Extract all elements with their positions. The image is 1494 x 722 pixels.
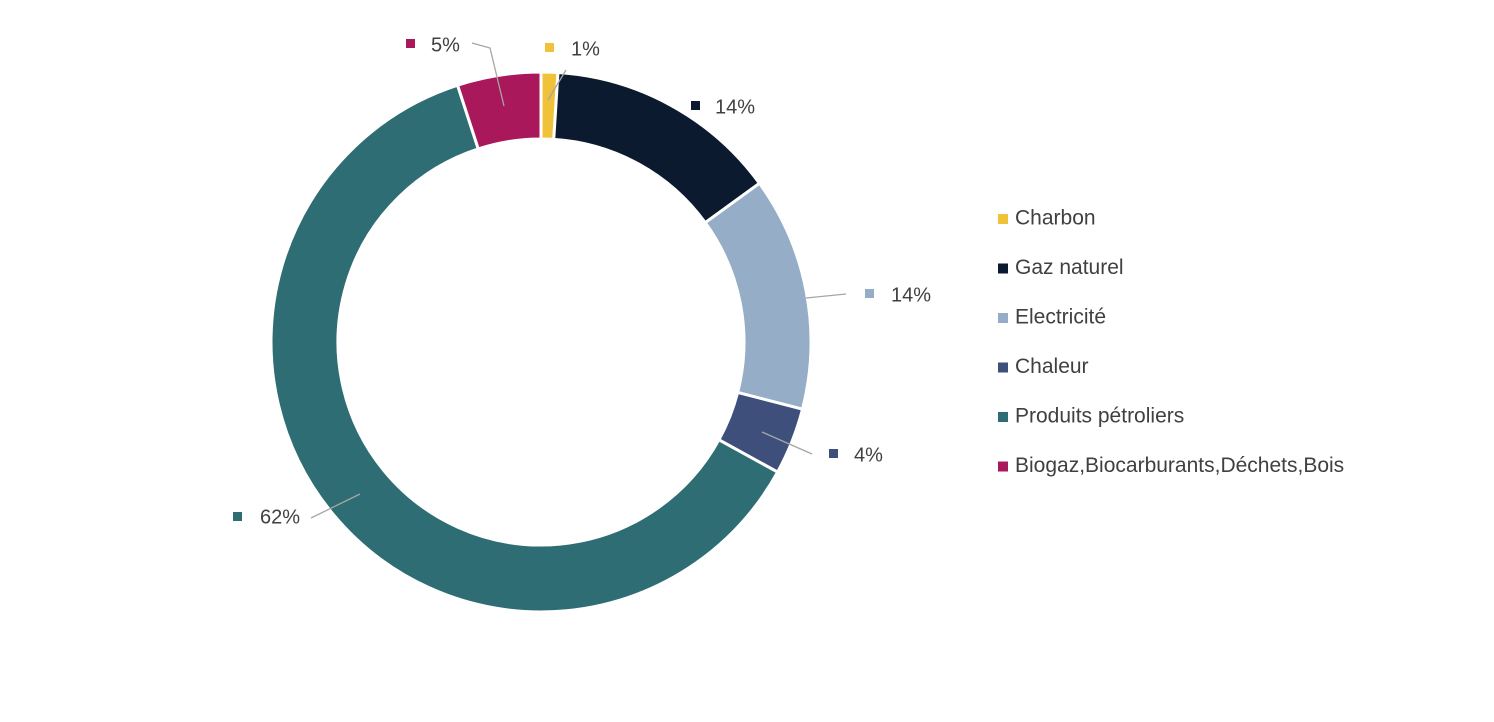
legend-item-biogaz-biocarburants-dechets-bois: Biogaz,Biocarburants,Déchets,Bois [998, 454, 1344, 477]
data-labels: 1% 14% 14% 4% 62% 5% [233, 34, 931, 528]
donut-slices [269, 70, 813, 614]
legend-swatch [998, 313, 1008, 323]
legend-swatch [998, 263, 1008, 274]
data-label-biogaz-biocarburants-dechets-bois: 5% [431, 34, 460, 56]
leader-line-electricite [805, 293, 847, 299]
legend-swatch [998, 214, 1008, 224]
slice-electricite [703, 181, 813, 411]
legend-label: Electricité [1015, 306, 1106, 329]
legend-swatch [998, 412, 1008, 422]
data-label-chaleur: 4% [854, 444, 883, 466]
slice-produits-petroliers [269, 83, 780, 614]
leader-lines [310, 42, 847, 519]
slice-gaz-naturel [552, 70, 762, 225]
legend-item-gaz-naturel: Gaz naturel [998, 256, 1124, 279]
legend-label: Produits pétroliers [1015, 405, 1184, 428]
legend-label: Chaleur [1015, 355, 1089, 378]
legend-item-charbon: Charbon [998, 207, 1096, 230]
leader-line-produits-petroliers [310, 493, 361, 519]
data-label-gaz-naturel: 14% [715, 96, 755, 118]
legend-item-produits-petroliers: Produits pétroliers [998, 405, 1184, 428]
legend-swatch [998, 461, 1008, 472]
data-label-marker [545, 43, 554, 52]
legend-label: Charbon [1015, 207, 1096, 230]
legend-swatch [998, 362, 1008, 373]
legend-label: Biogaz,Biocarburants,Déchets,Bois [1015, 454, 1344, 477]
legend-item-chaleur: Chaleur [998, 355, 1089, 378]
data-label-marker [406, 39, 415, 48]
leader-line-charbon [547, 69, 567, 101]
legend-item-electricite: Electricité [998, 306, 1106, 329]
data-label-marker [233, 512, 242, 521]
data-label-charbon: 1% [571, 38, 600, 60]
slice-biogaz-biocarburants-dechets-bois [455, 70, 543, 151]
legend: Charbon Gaz naturel Electricité Chaleur Prod… [998, 207, 1344, 477]
data-label-electricite: 14% [891, 284, 931, 306]
data-label-marker [865, 289, 874, 298]
leader-line-biogaz-biocarburants-dechets-bois [471, 42, 505, 107]
data-label-produits-petroliers: 62% [260, 506, 300, 528]
leader-line-chaleur [761, 431, 813, 455]
legend-label: Gaz naturel [1015, 256, 1124, 279]
data-label-marker [691, 101, 700, 110]
data-label-marker [829, 449, 838, 458]
